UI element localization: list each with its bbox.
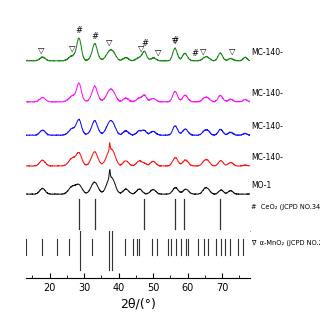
Text: ▽: ▽ — [229, 47, 236, 56]
Text: ▽: ▽ — [107, 38, 113, 47]
Text: ▽: ▽ — [200, 46, 206, 55]
Text: ▽: ▽ — [155, 48, 162, 57]
Text: ▽: ▽ — [138, 44, 144, 53]
Text: MO-1: MO-1 — [251, 181, 272, 190]
Text: MC-140-: MC-140- — [251, 48, 283, 57]
Text: #: # — [191, 49, 198, 58]
Text: #: # — [141, 39, 148, 48]
Text: #  CeO₂ (JCPD NO.34: # CeO₂ (JCPD NO.34 — [251, 203, 320, 210]
Text: #: # — [171, 36, 178, 45]
Text: #: # — [91, 32, 98, 41]
X-axis label: 2θ/(°): 2θ/(°) — [120, 297, 156, 310]
Text: ▽: ▽ — [172, 36, 178, 45]
Text: MC-140-: MC-140- — [251, 122, 283, 131]
Text: MC-140-: MC-140- — [251, 153, 283, 162]
Text: MC-140-: MC-140- — [251, 89, 283, 98]
Text: #: # — [76, 26, 83, 35]
Text: ▽: ▽ — [69, 44, 76, 53]
Text: ∇  α-MnO₂ (JCPD NO.2: ∇ α-MnO₂ (JCPD NO.2 — [251, 239, 320, 246]
Text: ▽: ▽ — [38, 46, 44, 55]
